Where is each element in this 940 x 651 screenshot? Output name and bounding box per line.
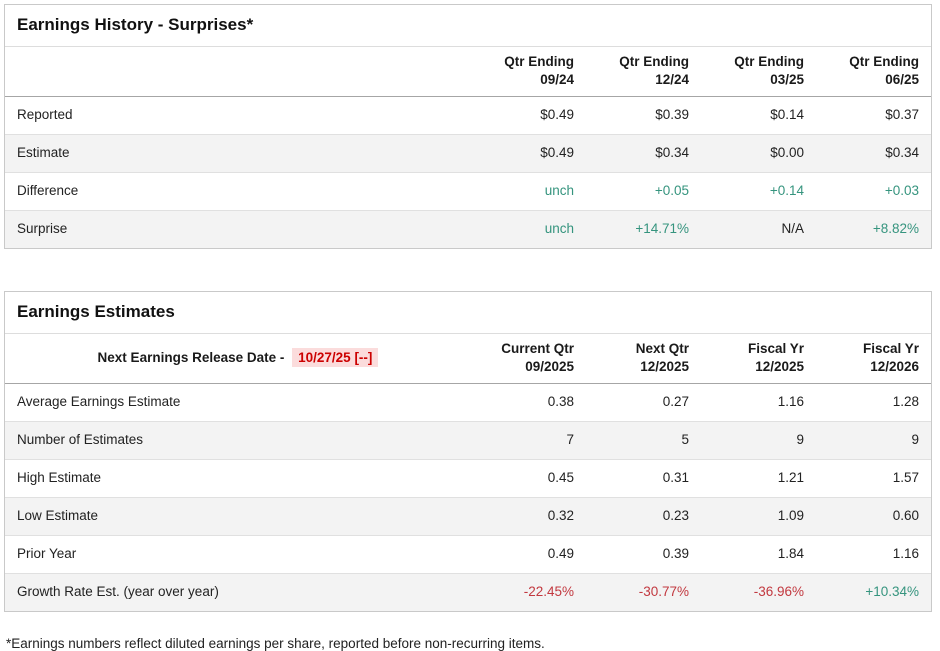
earnings-estimates-title: Earnings Estimates <box>5 292 931 334</box>
value-cell: +0.03 <box>816 172 931 212</box>
column-header-qtr-0625: Qtr Ending 06/25 <box>816 47 931 98</box>
column-header-qtr-1224: Qtr Ending 12/24 <box>586 47 701 98</box>
row-label: Estimate <box>5 134 471 174</box>
table-row-difference: Difference unch +0.05 +0.14 +0.03 <box>5 172 931 212</box>
release-date-label: Next Earnings Release Date - <box>97 350 285 366</box>
value-cell: $0.14 <box>701 96 816 136</box>
earnings-history-title: Earnings History - Surprises* <box>5 5 931 47</box>
next-earnings-release-date: 10/27/25 [--] <box>292 348 379 368</box>
row-label: Difference <box>5 172 471 212</box>
value-cell: 9 <box>701 421 816 461</box>
value-cell: 0.60 <box>816 497 931 536</box>
table-row-reported: Reported $0.49 $0.39 $0.14 $0.37 <box>5 96 931 136</box>
value-cell: -22.45% <box>471 573 586 611</box>
value-cell: -30.77% <box>586 573 701 611</box>
value-cell: $0.39 <box>586 96 701 136</box>
earnings-footnote: *Earnings numbers reflect diluted earnin… <box>6 635 545 651</box>
table-row-average-earnings-estimate: Average Earnings Estimate 0.38 0.27 1.16… <box>5 383 931 423</box>
estimates-header-row: Next Earnings Release Date - 10/27/25 [-… <box>5 333 931 385</box>
value-cell: unch <box>471 172 586 212</box>
row-label: Low Estimate <box>5 497 471 536</box>
value-cell: 1.57 <box>816 459 931 498</box>
value-cell: 0.23 <box>586 497 701 536</box>
column-header-qtr-0924: Qtr Ending 09/24 <box>471 47 586 98</box>
value-cell: $0.37 <box>816 96 931 136</box>
earnings-history-table: Qtr Ending 09/24 Qtr Ending 12/24 Qtr En… <box>5 47 931 248</box>
value-cell: 0.32 <box>471 497 586 536</box>
value-cell: $0.00 <box>701 134 816 174</box>
value-cell: 0.39 <box>586 535 701 574</box>
table-row-growth-rate-est: Growth Rate Est. (year over year) -22.45… <box>5 573 931 611</box>
value-cell: $0.49 <box>471 96 586 136</box>
value-cell: 0.49 <box>471 535 586 574</box>
value-cell: 7 <box>471 421 586 461</box>
value-cell: 1.09 <box>701 497 816 536</box>
value-cell: 0.27 <box>586 383 701 423</box>
value-cell: 1.16 <box>816 535 931 574</box>
table-row-number-of-estimates: Number of Estimates 7 5 9 9 <box>5 421 931 461</box>
value-cell: 5 <box>586 421 701 461</box>
column-header-fiscal-yr-2025: Fiscal Yr 12/2025 <box>701 333 816 385</box>
value-cell: 1.84 <box>701 535 816 574</box>
value-cell: 0.45 <box>471 459 586 498</box>
row-label: Surprise <box>5 210 471 248</box>
value-cell: 1.28 <box>816 383 931 423</box>
column-header-next-qtr: Next Qtr 12/2025 <box>586 333 701 385</box>
value-cell: unch <box>471 210 586 248</box>
value-cell: 9 <box>816 421 931 461</box>
earnings-history-card: Earnings History - Surprises* Qtr Ending… <box>4 4 932 249</box>
value-cell: +10.34% <box>816 573 931 611</box>
table-row-low-estimate: Low Estimate 0.32 0.23 1.09 0.60 <box>5 497 931 536</box>
column-header-current-qtr: Current Qtr 09/2025 <box>471 333 586 385</box>
value-cell: 0.38 <box>471 383 586 423</box>
value-cell: $0.34 <box>816 134 931 174</box>
value-cell: -36.96% <box>701 573 816 611</box>
value-cell: +0.05 <box>586 172 701 212</box>
value-cell: N/A <box>701 210 816 248</box>
table-row-high-estimate: High Estimate 0.45 0.31 1.21 1.57 <box>5 459 931 498</box>
row-label: High Estimate <box>5 459 471 498</box>
table-row-estimate: Estimate $0.49 $0.34 $0.00 $0.34 <box>5 134 931 174</box>
row-label: Number of Estimates <box>5 421 471 461</box>
row-label: Reported <box>5 96 471 136</box>
history-header-row: Qtr Ending 09/24 Qtr Ending 12/24 Qtr En… <box>5 47 931 98</box>
value-cell: 0.31 <box>586 459 701 498</box>
value-cell: +14.71% <box>586 210 701 248</box>
next-earnings-release-cell: Next Earnings Release Date - 10/27/25 [-… <box>5 333 471 385</box>
row-label: Growth Rate Est. (year over year) <box>5 573 471 611</box>
row-label: Prior Year <box>5 535 471 574</box>
value-cell: $0.34 <box>586 134 701 174</box>
column-header-fiscal-yr-2026: Fiscal Yr 12/2026 <box>816 333 931 385</box>
value-cell: 1.21 <box>701 459 816 498</box>
earnings-estimates-table: Next Earnings Release Date - 10/27/25 [-… <box>5 333 931 611</box>
empty-header-cell <box>5 47 471 98</box>
value-cell: 1.16 <box>701 383 816 423</box>
row-label: Average Earnings Estimate <box>5 383 471 423</box>
column-header-qtr-0325: Qtr Ending 03/25 <box>701 47 816 98</box>
table-row-surprise: Surprise unch +14.71% N/A +8.82% <box>5 210 931 248</box>
earnings-estimates-card: Earnings Estimates Next Earnings Release… <box>4 290 932 612</box>
value-cell: +0.14 <box>701 172 816 212</box>
value-cell: $0.49 <box>471 134 586 174</box>
value-cell: +8.82% <box>816 210 931 248</box>
table-row-prior-year: Prior Year 0.49 0.39 1.84 1.16 <box>5 535 931 574</box>
